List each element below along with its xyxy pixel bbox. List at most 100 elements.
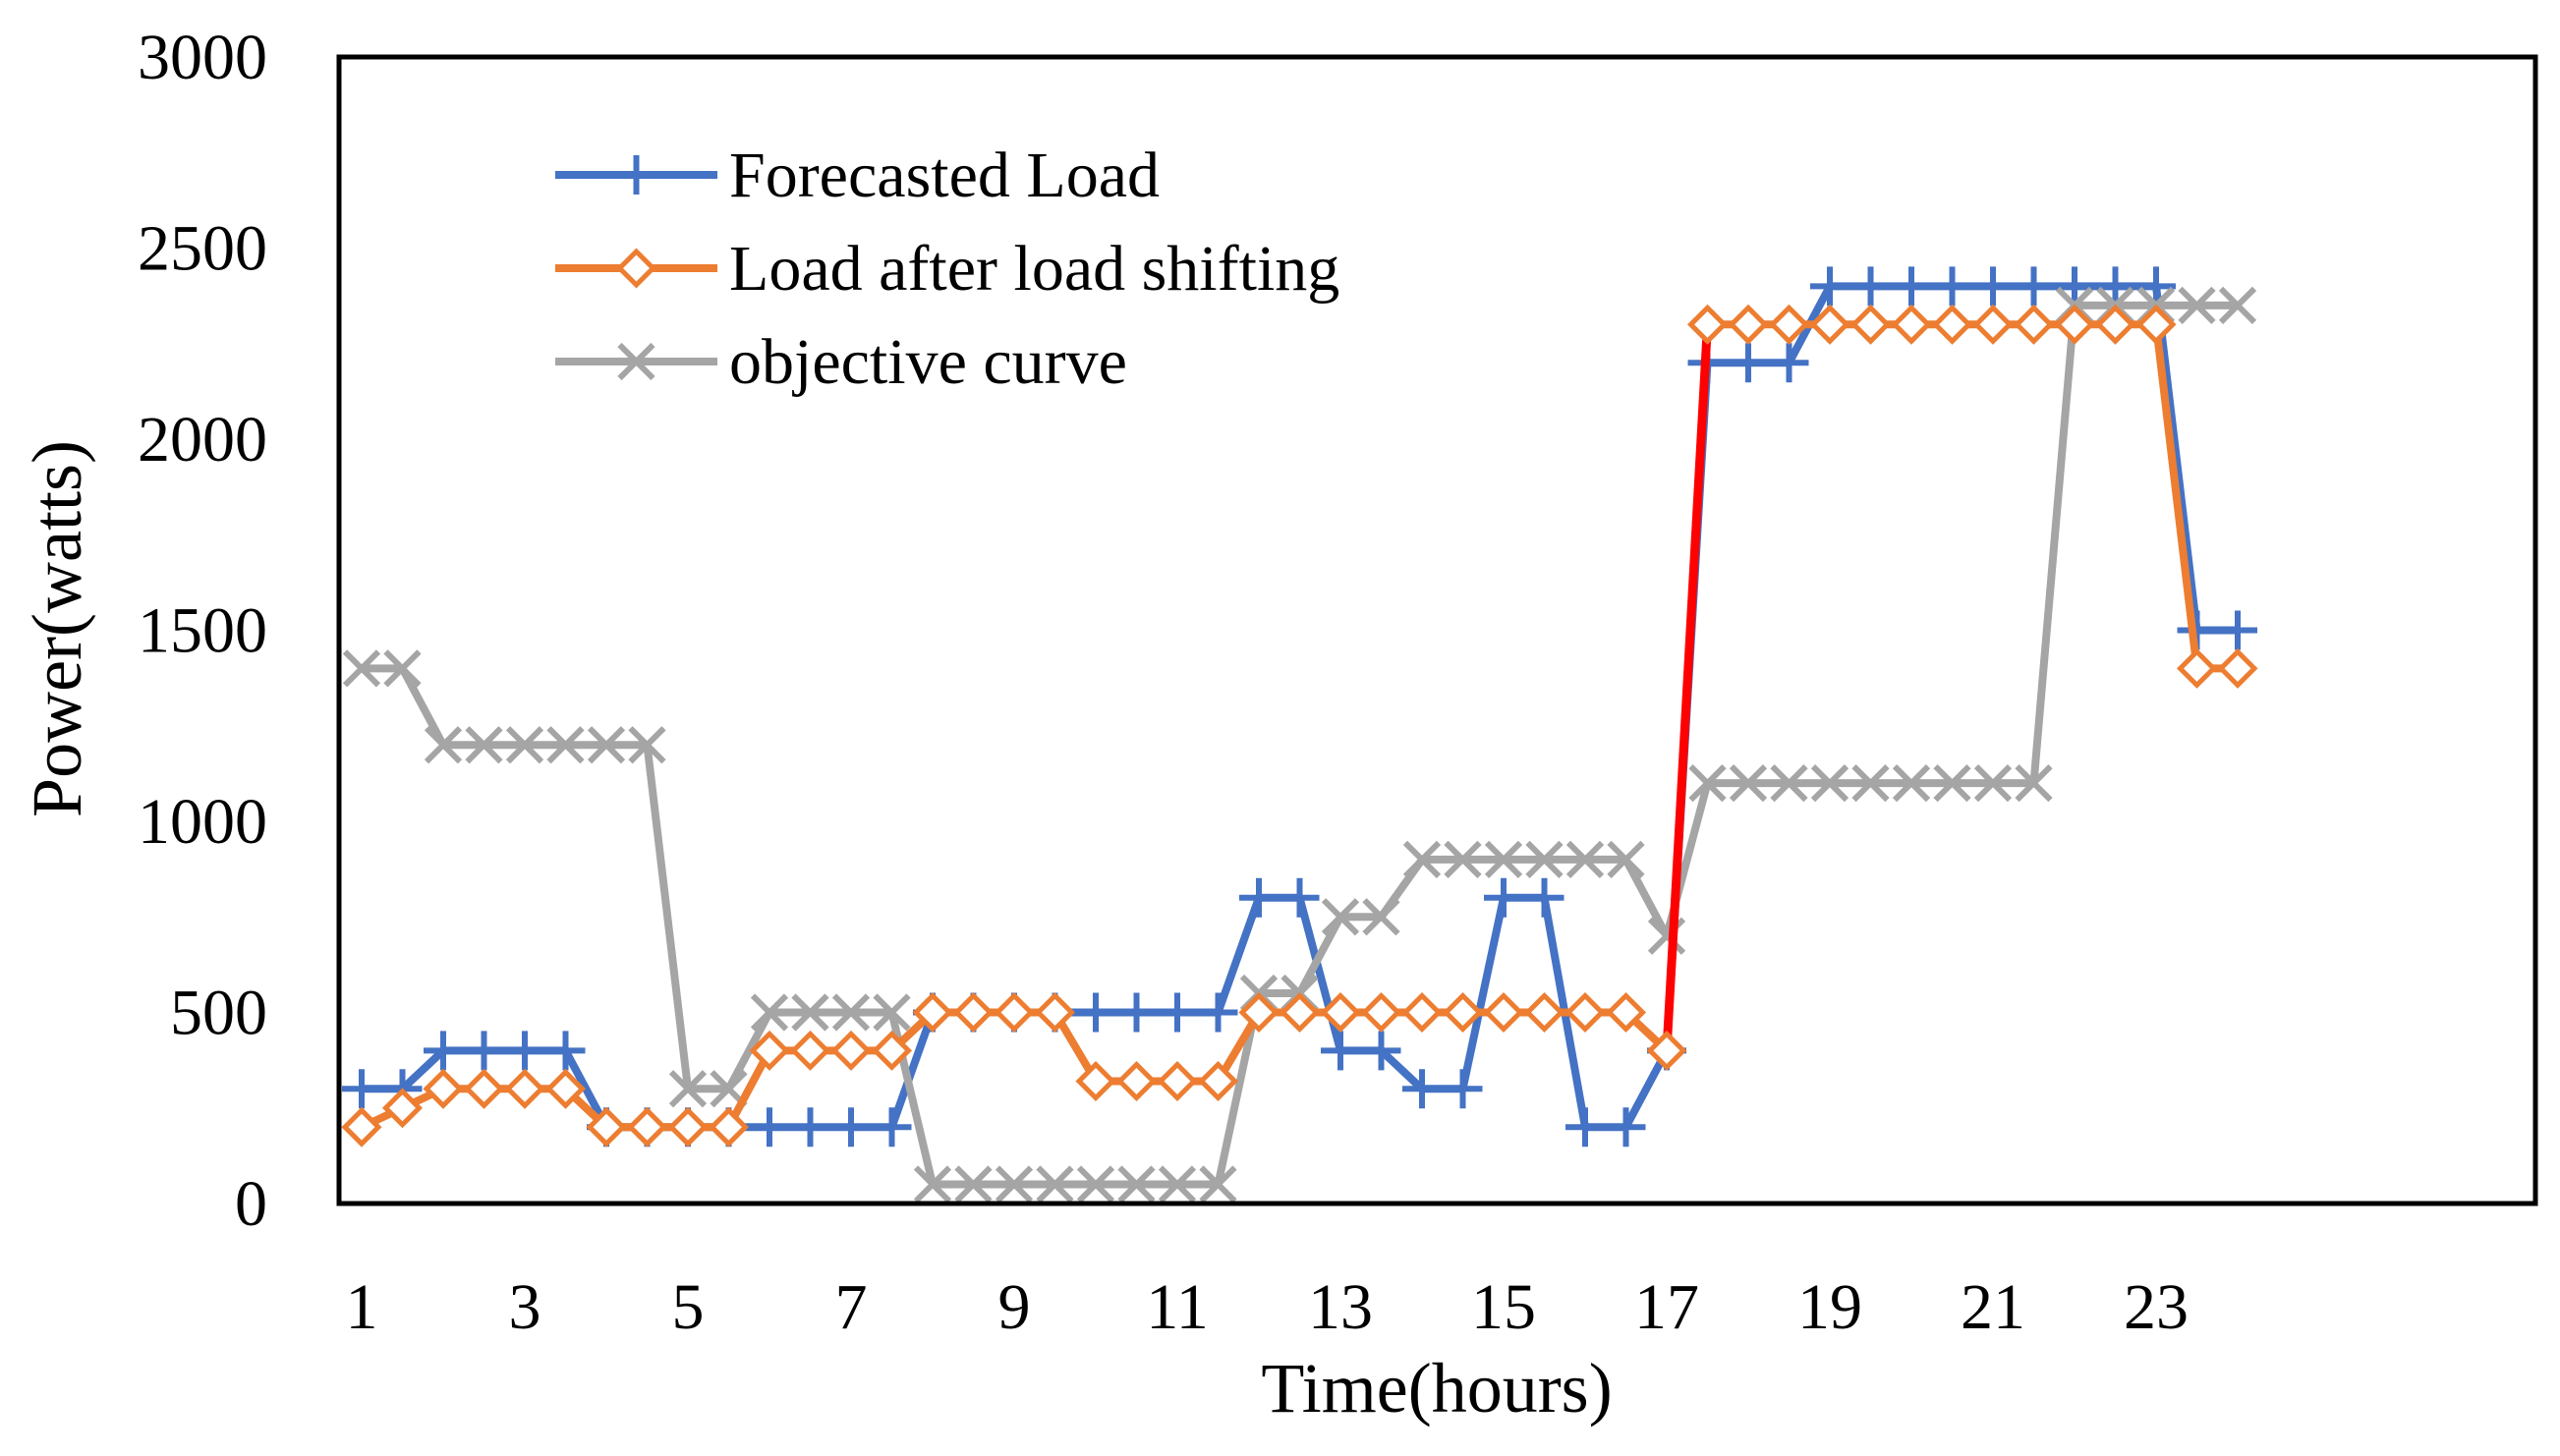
data-point [2136, 266, 2176, 307]
data-point [1809, 304, 1850, 345]
data-point [1850, 266, 1891, 307]
data-point [1565, 840, 1605, 879]
data-point [1157, 1060, 1198, 1102]
data-point [1607, 840, 1645, 879]
data-point [1770, 763, 1808, 803]
data-point [423, 1068, 464, 1109]
data-point [1525, 840, 1564, 879]
data-point [464, 1031, 504, 1071]
data-point [341, 1106, 382, 1148]
data-point [381, 1088, 424, 1129]
data-point [1076, 992, 1115, 1033]
data-point [1320, 991, 1361, 1034]
data-point [1075, 1060, 1116, 1102]
data-point [1238, 991, 1280, 1034]
legend-item: objective curve [555, 326, 1127, 398]
data-point [1646, 1030, 1687, 1071]
data-point [1362, 898, 1400, 936]
data-point [544, 1068, 587, 1109]
data-point [2015, 763, 2053, 803]
data-point [342, 1069, 381, 1109]
data-point [1197, 1060, 1239, 1102]
data-point [1198, 992, 1238, 1033]
legend-marker [616, 155, 656, 195]
data-point [1891, 304, 1932, 345]
x-tick-label: 13 [1308, 1271, 1373, 1343]
data-point [628, 726, 666, 764]
data-point [1605, 991, 1647, 1034]
plot-frame [336, 54, 2538, 1206]
data-point [749, 1030, 790, 1071]
series-load-after-load-shifting [341, 304, 2258, 1148]
data-point [463, 1068, 505, 1109]
data-point [668, 1070, 708, 1108]
data-point [2094, 304, 2136, 345]
data-point [505, 1031, 544, 1071]
data-point [342, 649, 381, 688]
data-point [913, 1165, 952, 1204]
data-point [1931, 304, 1973, 345]
data-point [1444, 840, 1482, 879]
highlighted-segment [1662, 324, 1712, 1051]
data-point [1849, 304, 1892, 345]
y-tick-label: 1500 [138, 595, 267, 667]
data-point [1768, 304, 1810, 345]
data-point [1565, 1107, 1605, 1148]
data-point [1851, 763, 1890, 803]
data-point [871, 1030, 913, 1071]
x-tick-label: 17 [1634, 1271, 1699, 1343]
data-point [789, 1030, 831, 1071]
y-tick-label: 500 [170, 978, 267, 1049]
data-point [1076, 1165, 1115, 1204]
data-point [1686, 304, 1729, 345]
data-point [791, 993, 829, 1032]
data-point [1361, 1031, 1401, 1071]
y-tick-label: 0 [235, 1168, 267, 1240]
data-point [1321, 1031, 1360, 1071]
data-point [1688, 763, 1727, 803]
data-point [872, 1107, 912, 1148]
data-point [2055, 266, 2094, 307]
y-tick-label: 2000 [138, 404, 267, 476]
data-point [546, 726, 585, 764]
data-point [667, 1106, 709, 1148]
y-tick-label: 2500 [138, 213, 267, 285]
data-point [1115, 1060, 1158, 1102]
data-point [2054, 304, 2095, 345]
plot-area [341, 266, 2258, 1204]
data-point [831, 993, 871, 1032]
data-point [1810, 763, 1849, 803]
data-point [424, 726, 463, 764]
legend-label: objective curve [729, 326, 1127, 398]
data-point [1280, 877, 1320, 918]
data-point [1158, 1165, 1197, 1204]
data-point [1442, 991, 1484, 1034]
data-point [790, 1107, 830, 1148]
data-point [1401, 991, 1443, 1034]
y-tick-label: 1000 [138, 786, 267, 858]
data-point [750, 993, 789, 1032]
data-point [1402, 840, 1442, 879]
data-point [1524, 877, 1564, 918]
data-point [708, 1106, 750, 1148]
data-point [1606, 1107, 1646, 1148]
data-point [545, 1031, 586, 1071]
data-point [1360, 991, 1402, 1034]
data-point [1973, 266, 2013, 307]
series-objective-curve [342, 286, 2257, 1204]
data-point [1564, 991, 1606, 1034]
x-tick-label: 15 [1471, 1271, 1536, 1343]
data-point [505, 726, 544, 764]
x-tick-label: 11 [1146, 1271, 1209, 1343]
data-point [465, 726, 503, 764]
data-point [873, 993, 911, 1032]
data-point [1973, 763, 2013, 803]
x-axis-title: Time(hours) [1261, 1349, 1612, 1428]
data-point [1523, 991, 1565, 1034]
data-point [2135, 304, 2177, 345]
x-tick-label: 9 [998, 1271, 1031, 1343]
data-point [750, 1107, 789, 1148]
data-point [1810, 266, 1849, 307]
